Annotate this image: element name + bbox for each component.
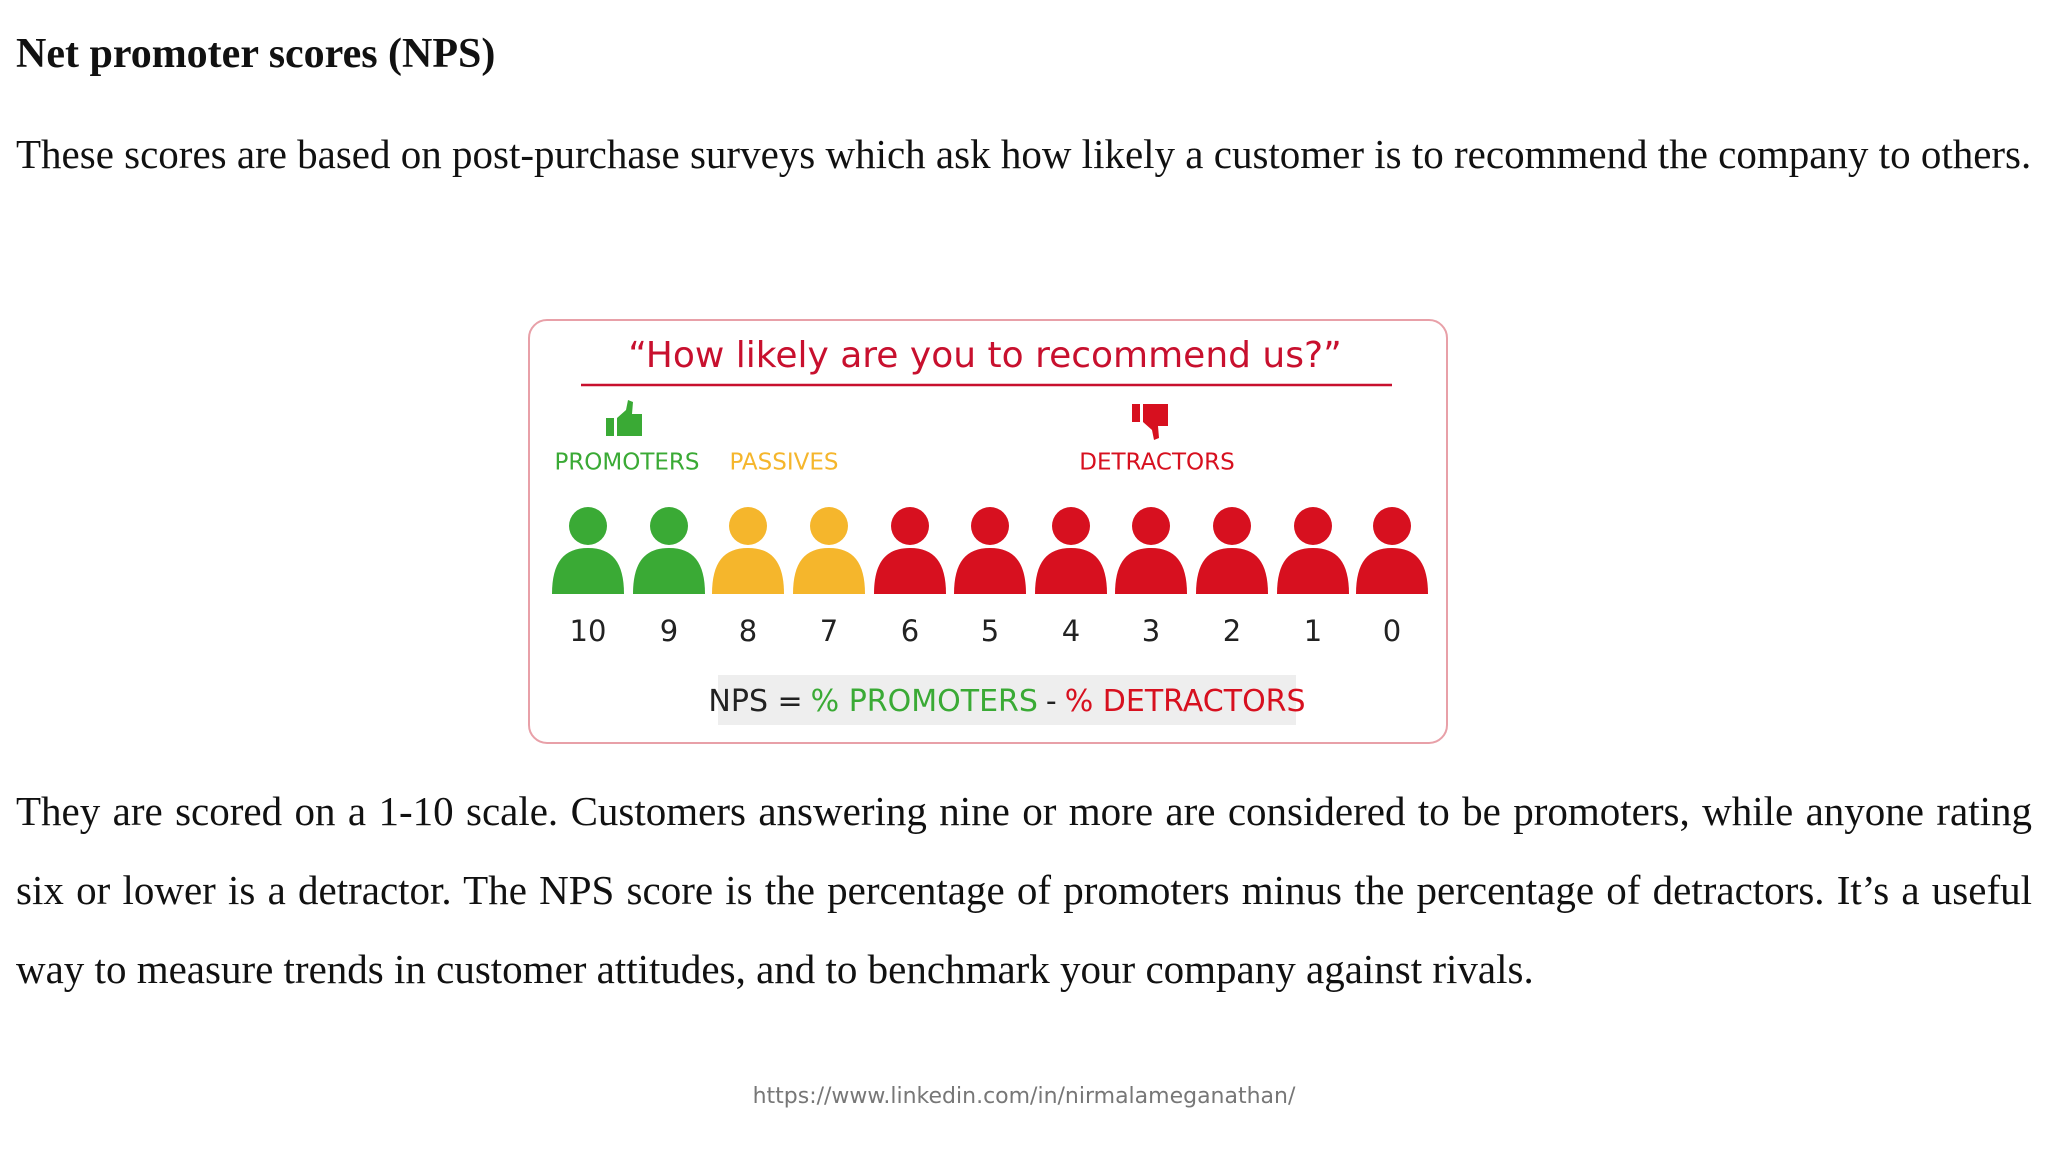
heading: Net promoter scores (NPS) [16,31,496,77]
person-head [891,507,929,545]
formula-part: % PROMOTERS [811,684,1038,719]
person-head [1294,507,1332,545]
person-body [793,548,865,594]
person-head [729,507,767,545]
score-label: 10 [570,614,607,648]
formula-part: - [1046,684,1057,719]
group-label: PROMOTERS [554,450,699,476]
source-url: https://www.linkedin.com/in/nirmalamegan… [752,1084,1296,1109]
score-label: 2 [1223,614,1241,648]
person-body [1196,548,1268,594]
score-label: 0 [1383,614,1401,648]
person-head [810,507,848,545]
group-label: DETRACTORS [1079,450,1234,476]
score-label: 9 [660,614,678,648]
paragraph: They are scored on a 1-10 scale. Custome… [16,788,2032,992]
person-body [874,548,946,594]
person-head [1373,507,1411,545]
person-head [1132,507,1170,545]
person-body [552,548,624,594]
score-label: 1 [1304,614,1322,648]
formula: NPS = % PROMOTERS -% DETRACTORS [708,684,1305,719]
person-body [1035,548,1107,594]
person-head [569,507,607,545]
person-head [1052,507,1090,545]
person-body [1115,548,1187,594]
person-head [650,507,688,545]
score-label: 5 [981,614,999,648]
question: “How likely are you to recommend us?” [628,335,1342,376]
person-body [633,548,705,594]
score-label: 3 [1142,614,1160,648]
thumb-down-icon [1132,404,1168,440]
person-head [1213,507,1251,545]
score-label: 4 [1062,614,1080,648]
group-label: PASSIVES [730,450,839,476]
person-head [971,507,1009,545]
thumb-up-icon [606,400,642,436]
person-body [954,548,1026,594]
person-body [1277,548,1349,594]
paragraph: These scores are based on post-purchase … [16,131,2032,177]
formula-box [718,675,1296,725]
score-label: 7 [820,614,838,648]
person-body [712,548,784,594]
score-label: 6 [901,614,919,648]
formula-part: % DETRACTORS [1065,684,1306,719]
person-body [1356,548,1428,594]
score-label: 8 [739,614,757,648]
formula-part: NPS = [708,684,802,719]
